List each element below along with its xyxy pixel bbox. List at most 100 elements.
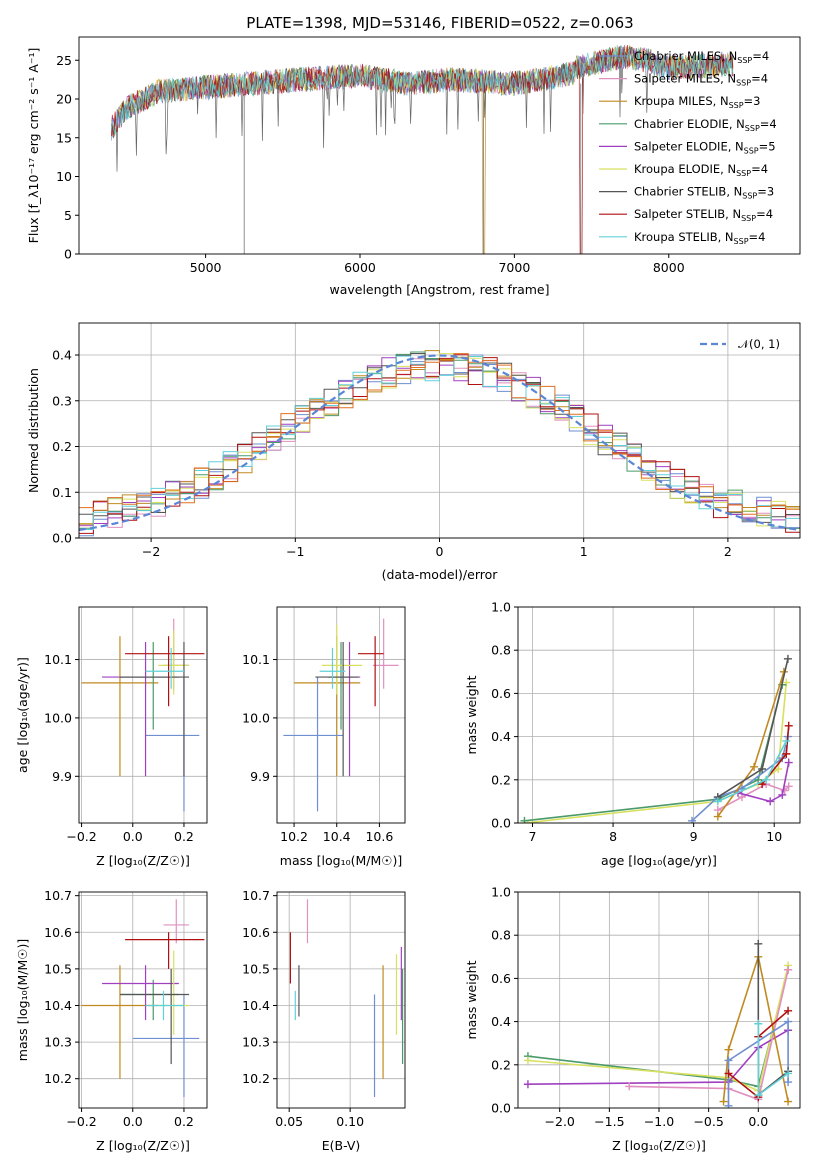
y-axis-label: age [log₁₀(age/yr)] <box>15 657 30 773</box>
plot-area <box>111 43 734 254</box>
y-tick-label: 0.8 <box>491 928 511 943</box>
y-tick-label: 10.7 <box>44 888 72 903</box>
series-marker <box>782 736 791 745</box>
axes-frame <box>78 606 208 824</box>
series-line <box>722 953 789 1102</box>
x-tick-label: −0.2 <box>66 829 96 844</box>
age_vs_mass-panel: 10.2 10.4 10.6 9.9 10.0 10.1 mass [log₁₀(M/M☉)… <box>242 606 406 868</box>
x-tick-label: 0.05 <box>275 1114 303 1129</box>
legend-n: , N <box>721 49 737 63</box>
series-marker <box>784 782 793 791</box>
series-marker <box>783 654 792 663</box>
series-marker <box>750 762 759 771</box>
legend-n: , N <box>713 94 729 108</box>
y-axis-label: mass [log₁₀(M/M☉)] <box>15 939 30 1061</box>
legend-subscript: SSP <box>736 79 751 88</box>
series-marker <box>754 939 763 948</box>
x-tick-label: −1.0 <box>644 1114 674 1129</box>
legend-entry: Salpeter MILES, NSSP=4 <box>634 72 768 88</box>
x-tick-label: 7 <box>529 829 537 844</box>
x-tick-label: 0.2 <box>174 1114 194 1129</box>
y-tick-label: 10.5 <box>242 961 270 976</box>
series-line <box>717 658 789 798</box>
series-line <box>524 682 788 823</box>
y-tick-label: 0.0 <box>491 816 511 831</box>
plot-area <box>81 618 205 812</box>
y-tick-label: 25 <box>56 53 72 68</box>
plot-area <box>523 939 793 1108</box>
residuals-panel: −2 −1 0 1 2 0.0 0.1 0.2 0.3 0.4 𝒩(0, 1) (data-model… <box>26 322 801 582</box>
x-tick-label: 0.10 <box>336 1114 364 1129</box>
plot-area <box>283 618 399 812</box>
y-tick-label: 10.5 <box>44 961 72 976</box>
x-axis-label: age [log₁₀(age/yr)] <box>601 853 717 868</box>
histogram-step <box>79 355 800 530</box>
legend-n: , N <box>720 162 736 176</box>
y-tick-label: 0.0 <box>491 1101 511 1116</box>
legend-entry: Salpeter ELODIE, NSSP=5 <box>634 139 776 155</box>
legend-nssp: =4 <box>760 117 777 131</box>
axes-frame <box>276 891 406 1109</box>
y-tick-label: 9.9 <box>250 769 270 784</box>
series-marker <box>784 758 793 767</box>
series-marker <box>784 965 793 974</box>
series-marker <box>688 816 697 823</box>
y-tick-label: 10.6 <box>44 925 72 940</box>
series-line <box>527 1029 789 1085</box>
legend-entry: Chabrier STELIB, NSSP=3 <box>634 185 774 201</box>
legend-nssp: =3 <box>744 94 761 108</box>
y-tick-label: 0.2 <box>491 772 511 787</box>
x-axis-label: Z [log₁₀(Z/Z☉)] <box>96 853 190 868</box>
series-line <box>629 969 789 1101</box>
y-tick-label: 0.4 <box>52 348 72 363</box>
series-marker <box>784 721 793 730</box>
spectrum-panel: PLATE=1398, MJD=53146, FIBERID=0522, z=0… <box>26 14 801 297</box>
series-marker <box>784 1097 793 1106</box>
axes-frame <box>276 606 406 824</box>
axes-frame <box>78 891 208 1109</box>
y-axis-label: mass weight <box>464 960 479 1039</box>
x-tick-label: 10.6 <box>365 829 393 844</box>
legend-nssp: =4 <box>756 207 773 221</box>
legend-entry: 𝒩(0, 1) <box>738 337 780 351</box>
series-marker <box>754 1019 763 1028</box>
legend-n: , N <box>720 72 736 86</box>
x-tick-label: 7000 <box>498 260 530 275</box>
legend-label: Salpeter STELIB <box>634 207 725 221</box>
plot-area <box>81 899 205 1098</box>
mass_weight_vs_age-panel: 7 8 9 10 0.0 0.2 0.4 0.6 0.8 1.0 age [log₁₀(age/yr… <box>464 600 801 868</box>
x-tick-label: −1.5 <box>594 1114 624 1129</box>
y-tick-label: 10.7 <box>242 888 270 903</box>
series-marker <box>523 1056 532 1065</box>
legend-nssp: =3 <box>757 185 774 199</box>
legend-label: Kroupa MILES <box>634 94 713 108</box>
legend-label: Salpeter ELODIE <box>634 139 728 153</box>
y-tick-label: 0.2 <box>491 1057 511 1072</box>
x-tick-label: 0.0 <box>748 1114 768 1129</box>
y-tick-label: 10.0 <box>44 710 72 725</box>
axes-frame <box>517 606 801 824</box>
y-tick-label: 10.4 <box>242 998 270 1013</box>
legend-entry: Kroupa STELIB, NSSP=4 <box>634 230 765 246</box>
mass_vs_Z-panel: −0.2 0.0 0.2 10.2 10.3 10.4 10.5 10.6 10.7 Z [log… <box>15 888 208 1153</box>
series-marker <box>724 1069 733 1078</box>
x-axis-label: Z [log₁₀(Z/Z☉)] <box>612 1138 706 1153</box>
legend-label: Chabrier STELIB <box>634 185 726 199</box>
x-tick-label: 0.0 <box>123 829 143 844</box>
y-tick-label: 0.8 <box>491 643 511 658</box>
y-tick-label: 1.0 <box>491 885 511 900</box>
legend-subscript: SSP <box>742 192 757 201</box>
series-marker <box>758 765 767 773</box>
legend-subscript: SSP <box>734 237 749 246</box>
x-tick-label: 8 <box>609 829 617 844</box>
x-tick-label: 9 <box>690 829 698 844</box>
y-tick-label: 9.9 <box>52 769 72 784</box>
x-axis-label: E(B-V) <box>322 1138 361 1153</box>
series-line <box>737 762 790 803</box>
y-tick-label: 0.1 <box>52 485 72 500</box>
legend-entry: Chabrier ELODIE, NSSP=4 <box>634 117 777 133</box>
series-marker <box>719 1097 728 1106</box>
series-marker <box>523 1080 532 1089</box>
axes-frame <box>517 891 801 1109</box>
